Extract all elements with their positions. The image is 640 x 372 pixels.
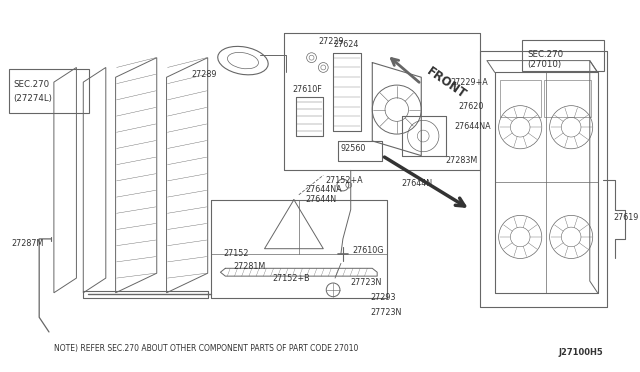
Text: 27619: 27619 — [613, 213, 639, 222]
Text: SEC.270: SEC.270 — [527, 50, 563, 59]
Text: 27293: 27293 — [371, 293, 396, 302]
Text: J27100H5: J27100H5 — [559, 348, 603, 357]
Bar — [544, 80, 591, 118]
Text: 27644N: 27644N — [402, 179, 433, 187]
Text: 27287M: 27287M — [12, 239, 44, 248]
Text: 27152+B: 27152+B — [273, 273, 310, 283]
Text: (27274L): (27274L) — [13, 94, 52, 103]
Text: FRONT: FRONT — [424, 65, 469, 102]
Text: (27010): (27010) — [527, 60, 561, 69]
Text: 27624: 27624 — [333, 41, 358, 49]
Bar — [500, 80, 541, 118]
Text: 27152: 27152 — [223, 249, 249, 258]
Text: 27610F: 27610F — [292, 86, 322, 94]
Text: 27620: 27620 — [458, 102, 484, 111]
Text: SEC.270: SEC.270 — [13, 80, 50, 89]
Text: 27644N: 27644N — [306, 195, 337, 204]
Text: 27644NA: 27644NA — [306, 185, 342, 195]
Text: 92560: 92560 — [341, 144, 366, 153]
Text: 27281M: 27281M — [233, 262, 266, 271]
Text: NOTE) REFER SEC.270 ABOUT OTHER COMPONENT PARTS OF PART CODE 27010: NOTE) REFER SEC.270 ABOUT OTHER COMPONEN… — [54, 344, 358, 353]
Text: 27229+A: 27229+A — [451, 78, 488, 87]
Text: 27723N: 27723N — [351, 278, 382, 286]
Text: 27610G: 27610G — [353, 246, 384, 255]
Text: 27644NA: 27644NA — [454, 122, 492, 131]
Text: 27152+A: 27152+A — [325, 176, 363, 185]
Text: 27283M: 27283M — [446, 156, 478, 165]
Text: 27289: 27289 — [191, 70, 216, 79]
Text: 27723N: 27723N — [371, 308, 402, 317]
Text: 27229: 27229 — [319, 36, 344, 45]
